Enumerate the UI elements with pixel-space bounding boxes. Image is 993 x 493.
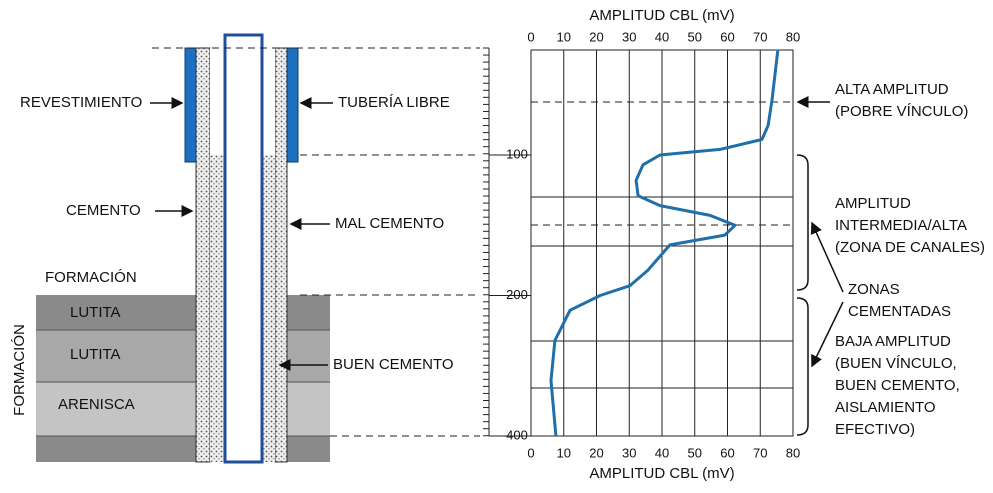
label: CEMENTADAS	[848, 303, 951, 320]
label: AISLAMIENTO	[835, 399, 936, 416]
x-tick-label: 50	[688, 29, 702, 44]
axis-title: AMPLITUD CBL (mV)	[589, 465, 734, 482]
cbl-curve	[551, 50, 778, 436]
label: (POBRE VÍNCULO)	[835, 103, 968, 120]
label: (BUEN VÍNCULO,	[835, 355, 957, 372]
x-tick-label: 10	[557, 445, 571, 460]
label: ZONAS	[848, 281, 900, 298]
x-tick-label: 70	[753, 445, 767, 460]
axis-title: AMPLITUD CBL (mV)	[589, 7, 734, 24]
label: ARENISCA	[58, 396, 135, 413]
label: CEMENTO	[66, 202, 141, 219]
x-tick-label: 0	[527, 29, 534, 44]
x-tick-label: 60	[720, 445, 734, 460]
label: BAJA AMPLITUD	[835, 333, 951, 350]
label: ALTA AMPLITUD	[835, 81, 949, 98]
label: EFECTIVO)	[835, 421, 915, 438]
label: (ZONA DE CANALES)	[835, 239, 985, 256]
x-tick-label: 20	[589, 445, 603, 460]
label: TUBERÍA LIBRE	[338, 94, 450, 111]
x-tick-label: 40	[655, 29, 669, 44]
label: MAL CEMENTO	[335, 215, 444, 232]
label: AMPLITUD	[835, 195, 911, 212]
x-tick-label: 30	[622, 29, 636, 44]
depth-ruler	[483, 48, 489, 436]
x-tick-label: 10	[557, 29, 571, 44]
label: INTERMEDIA/ALTA	[835, 217, 967, 234]
y-tick-label: 400	[506, 427, 528, 442]
label: BUEN CEMENTO	[333, 356, 454, 373]
x-tick-label: 60	[720, 29, 734, 44]
plot	[489, 50, 793, 436]
label: LUTITA	[70, 346, 121, 363]
y-tick-label: 200	[506, 287, 528, 302]
x-tick-label: 40	[655, 445, 669, 460]
label: REVESTIMIENTO	[20, 94, 142, 111]
label: FORMACIÓN	[11, 324, 28, 416]
x-tick-label: 80	[786, 445, 800, 460]
page: REVESTIMIENTO TUBERÍA LIBRE CEMENTO MAL …	[0, 0, 993, 488]
x-tick-label: 70	[753, 29, 767, 44]
x-tick-label: 20	[589, 29, 603, 44]
label: FORMACIÓN	[45, 269, 137, 286]
well	[185, 35, 298, 462]
x-tick-label: 30	[622, 445, 636, 460]
x-tick-label: 0	[527, 445, 534, 460]
y-tick-label: 100	[506, 146, 528, 161]
x-tick-label: 50	[688, 445, 702, 460]
label: LUTITA	[70, 304, 121, 321]
label: BUEN CEMENTO,	[835, 377, 960, 394]
x-tick-label: 80	[786, 29, 800, 44]
